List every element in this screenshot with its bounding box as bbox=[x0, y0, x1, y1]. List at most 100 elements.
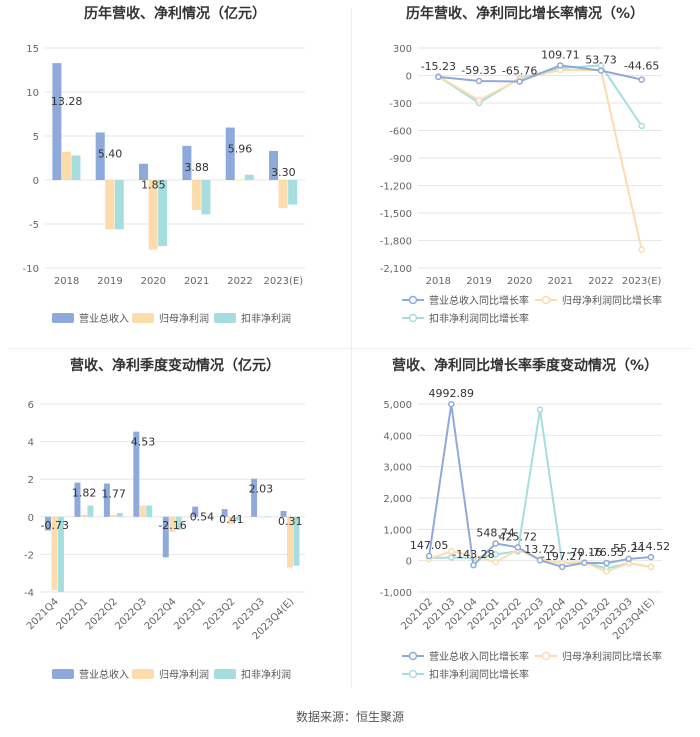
bar bbox=[133, 431, 140, 517]
x-tick-label: 2018 bbox=[54, 276, 79, 287]
x-tick-label: 2023(E) bbox=[622, 276, 662, 287]
x-tick-label: 2019 bbox=[97, 276, 122, 287]
y-tick-label: 2,000 bbox=[383, 494, 412, 505]
series-point bbox=[516, 78, 523, 85]
y-tick-label: 4 bbox=[28, 438, 34, 449]
bar bbox=[191, 180, 201, 210]
legend-label: 归母净利润同比增长率 bbox=[562, 294, 662, 307]
chart-title: 历年营收、净利同比增长率情况（%） bbox=[406, 5, 644, 22]
bar bbox=[221, 509, 228, 517]
y-tick-label: 0 bbox=[406, 557, 412, 568]
bar bbox=[234, 516, 241, 521]
legend-swatch-marker bbox=[408, 651, 418, 661]
bar bbox=[57, 516, 64, 592]
data-label: 1.77 bbox=[101, 488, 126, 501]
data-label: 1.82 bbox=[72, 487, 97, 500]
bar bbox=[158, 180, 168, 246]
bar bbox=[175, 516, 182, 530]
x-tick-label: 2023(E) bbox=[264, 276, 304, 287]
y-tick-label: -1,800 bbox=[380, 237, 412, 248]
bar bbox=[103, 483, 110, 517]
bar bbox=[139, 163, 149, 180]
bar bbox=[71, 155, 81, 180]
bar bbox=[293, 516, 300, 566]
x-tick-label: 2021 bbox=[548, 276, 573, 287]
y-tick-label: -5 bbox=[29, 220, 39, 231]
data-label: -65.76 bbox=[502, 65, 537, 78]
bar bbox=[228, 516, 235, 525]
y-tick-label: 0 bbox=[33, 176, 39, 187]
legend-swatch-marker bbox=[408, 313, 418, 323]
data-label: 0.31 bbox=[278, 515, 303, 528]
legend-label: 营业总收入同比增长率 bbox=[429, 650, 529, 663]
legend-swatch bbox=[132, 669, 154, 679]
data-label: 548.74 bbox=[476, 526, 515, 539]
y-tick-label: 5 bbox=[33, 132, 39, 143]
bar bbox=[287, 516, 294, 568]
data-label: -70.16 bbox=[567, 546, 602, 559]
legend-label: 营业总收入同比增长率 bbox=[429, 294, 529, 307]
data-label: -2.16 bbox=[158, 519, 186, 532]
bar bbox=[114, 180, 124, 230]
bar bbox=[235, 180, 245, 181]
bar bbox=[264, 516, 271, 518]
data-label: -197.27 bbox=[541, 550, 583, 563]
data-label: 4992.89 bbox=[429, 387, 475, 400]
data-label: 3.30 bbox=[271, 166, 296, 179]
series-point bbox=[536, 556, 544, 564]
data-label: 1.85 bbox=[141, 179, 166, 192]
y-tick-label: 6 bbox=[28, 400, 34, 411]
legend-label: 扣非净利润 bbox=[241, 668, 291, 681]
bar bbox=[169, 516, 176, 532]
bar bbox=[201, 180, 211, 215]
data-label: 3.88 bbox=[184, 161, 209, 174]
data-label: 13.28 bbox=[51, 95, 83, 108]
legend-swatch bbox=[52, 313, 74, 323]
bar bbox=[148, 180, 158, 250]
series-line bbox=[438, 64, 642, 83]
series-point bbox=[603, 559, 610, 567]
bar bbox=[182, 145, 192, 180]
x-tick-label: 2022 bbox=[588, 276, 613, 287]
series-point bbox=[448, 554, 455, 561]
data-label: 114.52 bbox=[632, 540, 671, 553]
bar bbox=[95, 132, 105, 180]
legend-label: 归母净利润 bbox=[159, 668, 209, 681]
legend-swatch-marker bbox=[408, 669, 418, 679]
data-label: 425.72 bbox=[499, 530, 538, 543]
x-tick-label: 2022 bbox=[227, 276, 252, 287]
bar bbox=[278, 180, 288, 209]
series-point bbox=[638, 122, 645, 130]
y-tick-label: -600 bbox=[389, 127, 412, 138]
series-point bbox=[558, 563, 566, 571]
chart-title: 营收、净利同比增长率季度变动情况（%） bbox=[392, 357, 658, 374]
series-point bbox=[475, 77, 483, 85]
bar bbox=[269, 150, 279, 180]
data-label: 4.53 bbox=[131, 436, 156, 449]
y-tick-label: 300 bbox=[393, 44, 412, 55]
y-tick-label: -4 bbox=[24, 588, 34, 599]
bar bbox=[251, 478, 258, 517]
x-tick-label: 2018 bbox=[426, 276, 451, 287]
legend-swatch bbox=[52, 669, 74, 679]
bar bbox=[146, 505, 153, 517]
y-tick-label: 2 bbox=[28, 475, 34, 486]
series-point bbox=[492, 558, 499, 566]
x-tick-label: 2019 bbox=[466, 276, 491, 287]
y-tick-label: -2,100 bbox=[380, 264, 412, 275]
series-point bbox=[625, 555, 632, 563]
bar bbox=[61, 151, 71, 180]
legend-label: 营业总收入 bbox=[79, 312, 129, 325]
y-tick-label: -1,500 bbox=[380, 209, 412, 220]
series-point bbox=[647, 563, 655, 571]
bar bbox=[225, 127, 235, 180]
data-source-note: 数据来源：恒生聚源 bbox=[295, 710, 404, 724]
legend-swatch bbox=[214, 669, 236, 679]
y-tick-label: 5,000 bbox=[383, 400, 412, 411]
data-label: -59.35 bbox=[461, 64, 496, 77]
horizontal-divider bbox=[8, 348, 692, 349]
y-tick-label: 15 bbox=[26, 44, 39, 55]
data-label: -0.73 bbox=[40, 519, 68, 532]
